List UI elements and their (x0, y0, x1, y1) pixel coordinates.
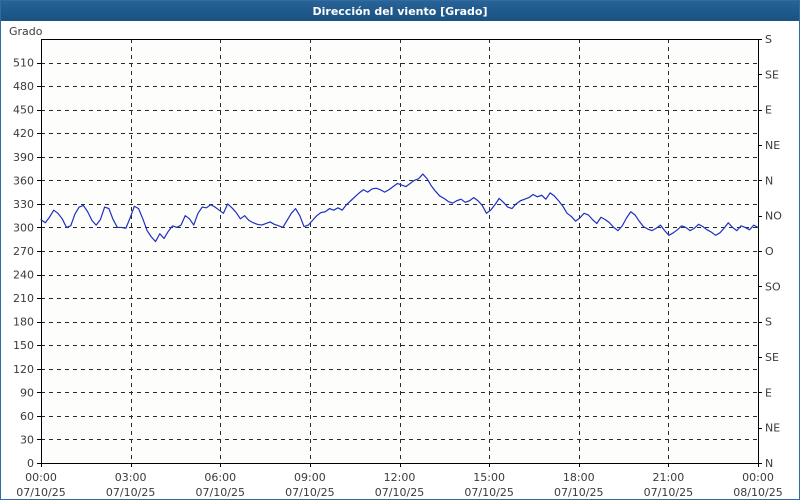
y-axis-right-tick-label: S (765, 33, 772, 46)
page-title: Dirección del viento [Grado] (312, 4, 488, 18)
y-axis-right-tick-label: N (765, 457, 773, 470)
y-axis-left-tick-label: 90 (20, 386, 34, 399)
plot-frame (41, 39, 759, 464)
y-axis-right-tick-label: NE (765, 422, 780, 435)
y-axis-right-tick-label: NO (765, 210, 782, 223)
chart-container: 0 30 60 90 120 150 180 210 240 270 300 330 360 390 420… (1, 22, 799, 499)
y-axis-left-tick-label: 30 (20, 433, 34, 446)
y-axis-right-tick-label: S (765, 316, 772, 329)
y-axis-left-tick-label: 360 (13, 174, 34, 187)
x-axis-time-label: 06:00 (204, 471, 236, 484)
plot-background (41, 39, 758, 463)
y-axis-left-tick-label: 150 (13, 339, 34, 352)
y-axis-right-labels: N NE E SE S SO O NO N NE E SE S (765, 33, 782, 470)
x-axis-time-label: 15:00 (473, 471, 505, 484)
y-axis-right-tick-label: NE (765, 139, 780, 152)
y-axis-left-tick-label: 300 (13, 221, 34, 234)
x-axis-date-label: 07/10/25 (285, 486, 334, 499)
x-axis-date-label: 07/10/25 (644, 486, 693, 499)
y-axis-left-tick-label: 0 (27, 457, 34, 470)
series-line-group (40, 173, 759, 243)
y-axis-left-tick-label: 120 (13, 363, 34, 376)
x-axis-time-label: 00:00 (742, 471, 774, 484)
x-axis-time-label: 03:00 (115, 471, 147, 484)
y-axis-left-tick-label: 390 (13, 151, 34, 164)
x-axis-labels: 00:00 07/10/25 03:00 07/10/25 06:00 07/10/25 0… (16, 471, 782, 499)
y-axis-left-tick-label: 420 (13, 127, 34, 140)
y-axis-left-tick-label: 180 (13, 316, 34, 329)
y-axis-left-tick-label: 210 (13, 292, 34, 305)
x-axis-time-label: 00:00 (25, 471, 57, 484)
wind-direction-chart: 0 30 60 90 120 150 180 210 240 270 300 330 360 390 420… (9, 25, 783, 499)
x-axis-date-label: 07/10/25 (196, 486, 245, 499)
grid-lines (41, 39, 758, 463)
window-title-bar: Dirección del viento [Grado] (1, 1, 799, 21)
y-axis-left-tick-label: 60 (20, 410, 34, 423)
y-axis-right-tick-label: O (765, 245, 774, 258)
x-axis-date-label: 07/10/25 (464, 486, 513, 499)
y-axis-right-tick-label: E (765, 104, 772, 117)
y-axis-right-tick-label: N (765, 174, 773, 187)
plot-area-background (41, 39, 758, 463)
y-axis-left-tick-label: 330 (13, 198, 34, 211)
x-axis-date-label: 07/10/25 (375, 486, 424, 499)
plot-border (41, 39, 759, 464)
series-line-wind-direction (40, 173, 759, 243)
y-axis-left-tick-label: 510 (13, 57, 34, 70)
y-axis-left-labels: 0 30 60 90 120 150 180 210 240 270 300 330 360 390 420… (13, 57, 34, 470)
x-axis-time-label: 21:00 (653, 471, 685, 484)
y-axis-unit-label: Grado (9, 25, 43, 38)
y-axis-left-tick-label: 480 (13, 80, 34, 93)
x-axis-time-label: 12:00 (384, 471, 416, 484)
y-axis-left-tick-label: 240 (13, 269, 34, 282)
y-axis-right-tick-label: E (765, 386, 772, 399)
x-axis-time-label: 18:00 (563, 471, 595, 484)
x-axis-time-label: 09:00 (294, 471, 326, 484)
x-axis-date-label: 07/10/25 (16, 486, 65, 499)
y-axis-right-tick-label: SE (765, 351, 779, 364)
y-axis-right-tick-label: SO (765, 280, 781, 293)
y-axis-left-tick-label: 270 (13, 245, 34, 258)
y-axis-right-tick-label: SE (765, 68, 779, 81)
x-axis-date-label: 08/10/25 (733, 486, 782, 499)
y-axis-left-tick-label: 450 (13, 104, 34, 117)
x-axis-date-label: 07/10/25 (554, 486, 603, 499)
y-axis-unit-label-text: Grado (9, 25, 43, 38)
x-axis-date-label: 07/10/25 (106, 486, 155, 499)
